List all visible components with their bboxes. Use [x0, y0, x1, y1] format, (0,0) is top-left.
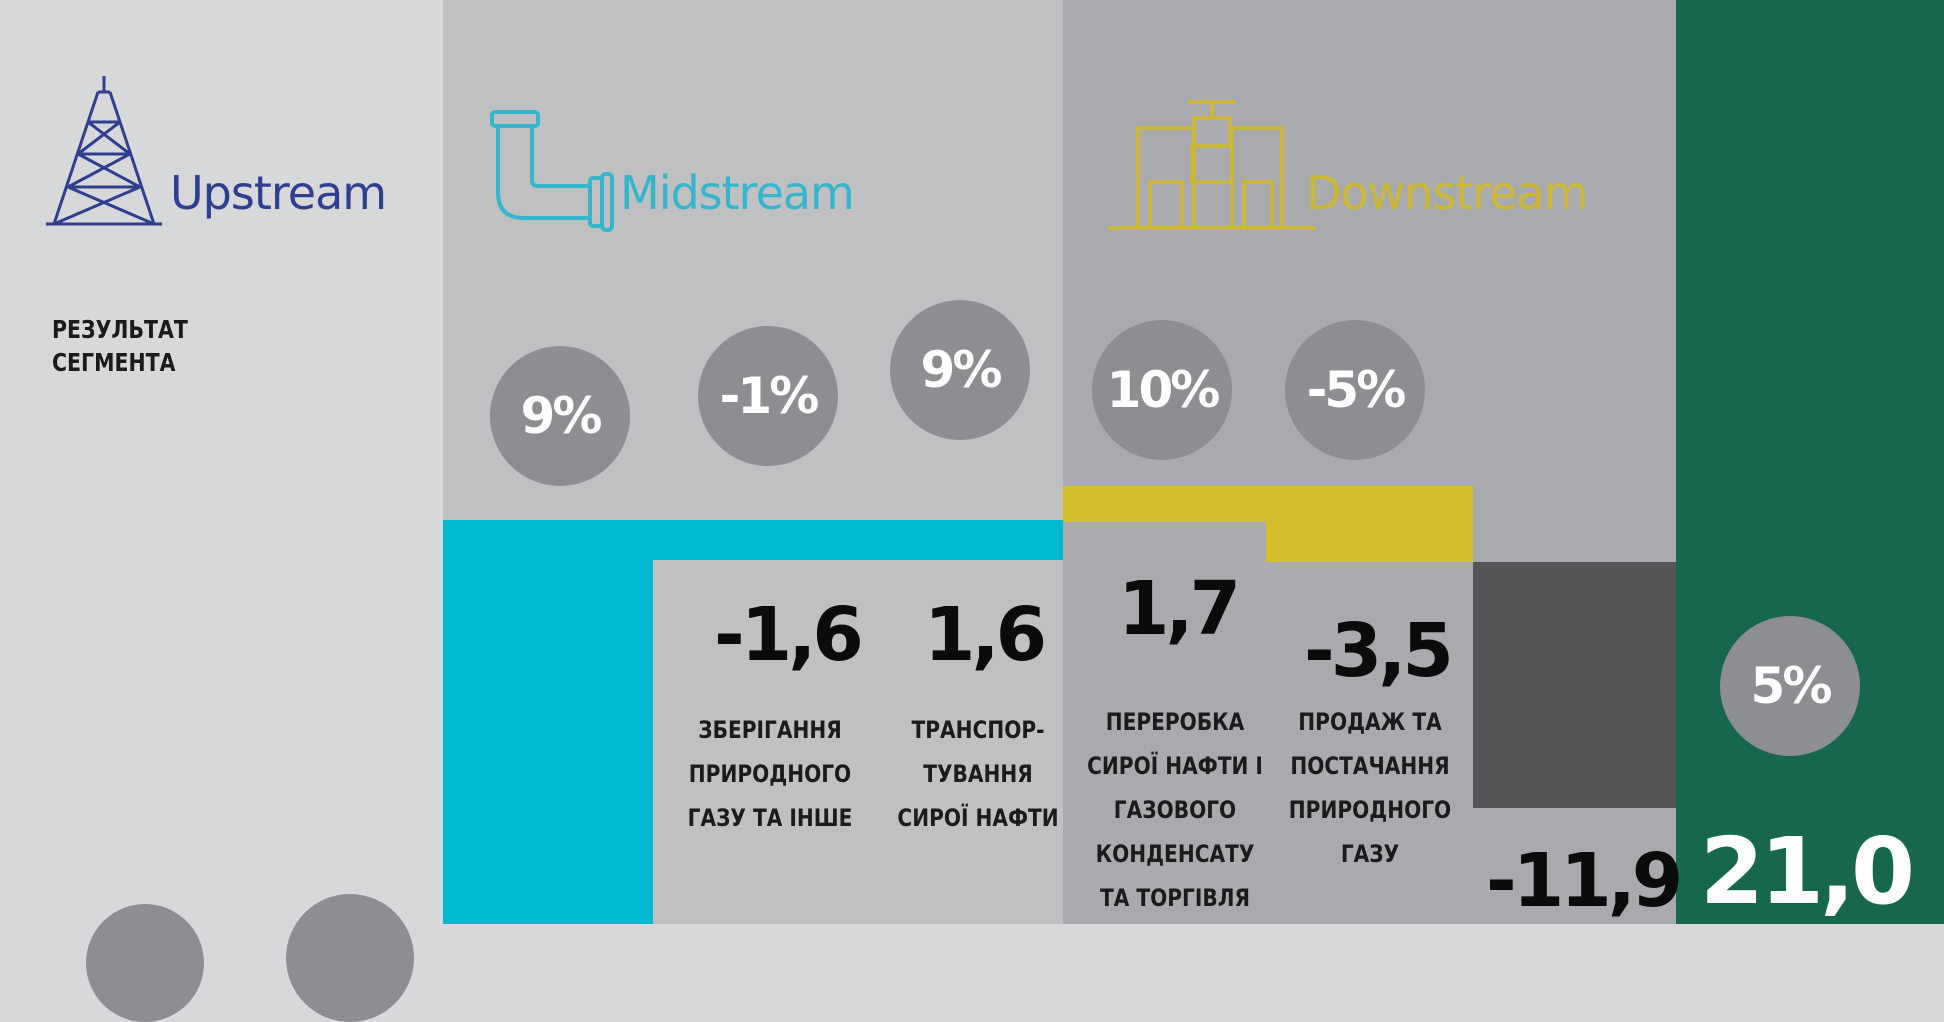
percent-circle-total: 5%	[1720, 616, 1860, 756]
midstream-bar	[443, 520, 653, 924]
percent-circle-partial	[286, 894, 414, 1022]
downstream-bar-step	[1266, 486, 1473, 562]
other-bar	[1473, 562, 1676, 808]
category-gas-sales: ПРОДАЖ ТА ПОСТАЧАННЯ ПРИРОДНОГО ГАЗУ	[1288, 708, 1452, 868]
oil-derrick-icon	[46, 76, 162, 226]
upstream-section	[0, 0, 443, 924]
value-oil-transport: 1,6	[924, 592, 1047, 678]
midstream-title: Midstream	[620, 166, 855, 220]
category-refining: ПЕРЕРОБКА СИРОЇ НАФТИ І ГАЗОВОГО КОНДЕНС…	[1087, 708, 1263, 912]
segment-result-label: РЕЗУЛЬТАТ СЕГМЕНТА	[52, 315, 188, 377]
upstream-title: Upstream	[170, 166, 387, 220]
value-refining: 1,7	[1118, 566, 1241, 652]
category-oil-transport: ТРАНСПОР-ТУВАННЯ СИРОЇ НАФТИ	[897, 716, 1059, 832]
refinery-valve-icon	[1108, 100, 1316, 230]
percent-circle-gas-sales: -5%	[1285, 320, 1425, 460]
value-gas-storage: -1,6	[714, 592, 864, 678]
percent-circle-gas-storage: -1%	[698, 326, 838, 466]
percent-circle-upstream: 9%	[490, 346, 630, 486]
downstream-title: Downstream	[1306, 166, 1589, 220]
percent-circle-refining: 10%	[1092, 320, 1232, 460]
pipe-icon	[490, 110, 614, 232]
value-other: -11,9	[1486, 838, 1683, 924]
value-gas-sales: -3,5	[1304, 608, 1454, 694]
total-section	[1676, 0, 1944, 924]
value-total: 21,0	[1700, 818, 1915, 925]
percent-circle-partial	[86, 904, 204, 1022]
category-gas-storage: ЗБЕРІГАННЯ ПРИРОДНОГО ГАЗУ ТА ІНШЕ	[687, 716, 853, 832]
percent-circle-oil-transport: 9%	[890, 300, 1030, 440]
